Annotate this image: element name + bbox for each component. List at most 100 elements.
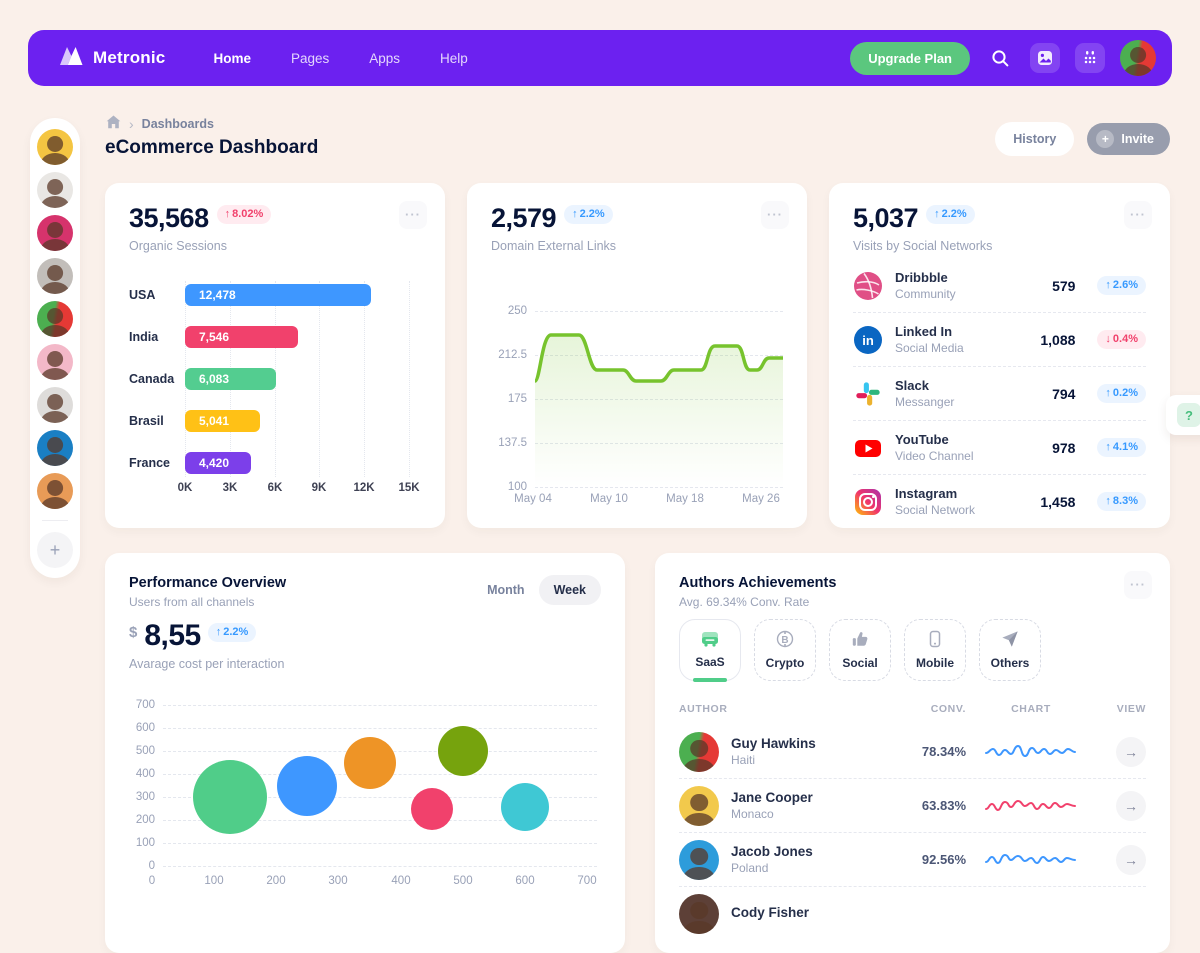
list-item-linkedin[interactable]: in Linked In Social Media 1,088 ↓ 0.4% — [853, 313, 1146, 367]
main-nav: Home Pages Apps Help — [213, 51, 467, 66]
bar-label: Brasil — [129, 414, 164, 428]
social-visits-value: 5,037 — [853, 203, 919, 233]
bubbles — [193, 726, 549, 834]
table-row[interactable]: Jane Cooper Monaco 63.83% → — [679, 779, 1146, 833]
tab-social[interactable]: Social — [829, 619, 891, 681]
view-author-button[interactable]: → — [1116, 736, 1146, 767]
author-avatar — [679, 731, 719, 772]
history-button[interactable]: History — [995, 122, 1075, 156]
y-tick: 200 — [135, 814, 155, 826]
gallery-icon[interactable] — [1030, 43, 1060, 73]
y-tick: 137.5 — [498, 437, 527, 449]
month-toggle-button[interactable]: Month — [477, 575, 534, 605]
table-header: AUTHOR CONV. CHART VIEW — [679, 703, 1146, 715]
x-tick: 500 — [453, 875, 473, 887]
social-networks-card: ··· 5,037 ↑ 2.2% Visits by Social Network… — [829, 183, 1170, 528]
breadcrumb: › Dashboards — [106, 115, 214, 132]
card-menu-button[interactable]: ··· — [399, 201, 427, 229]
upgrade-plan-button[interactable]: Upgrade Plan — [850, 41, 970, 75]
contact-avatar[interactable] — [37, 473, 73, 509]
nav-link-apps[interactable]: Apps — [369, 50, 401, 66]
search-icon[interactable] — [985, 43, 1015, 73]
week-toggle-button[interactable]: Week — [538, 575, 601, 605]
list-item-slack[interactable]: Slack Messanger 794 ↑ 0.2% — [853, 367, 1146, 421]
user-avatar[interactable] — [1120, 40, 1156, 76]
brand-name: Metronic — [93, 48, 166, 67]
tab-saas[interactable]: SaaS — [679, 619, 741, 681]
x-tick: 0 — [148, 875, 156, 887]
contact-avatar[interactable] — [37, 387, 73, 423]
category-tabs: SaaS B Crypto Social — [679, 619, 1041, 681]
x-tick: 200 — [266, 875, 286, 887]
paper-plane-icon — [1001, 630, 1019, 651]
card-menu-button[interactable]: ··· — [1124, 201, 1152, 229]
crypto-icon: B — [776, 630, 794, 651]
delta-badge: ↑ 8.02% — [216, 205, 272, 224]
y-tick: 0 — [148, 860, 155, 872]
mobile-icon — [926, 630, 944, 651]
nav-link-help[interactable]: Help — [440, 50, 468, 66]
delta-badge: ↑ 2.2% — [926, 205, 975, 224]
x-tick: 3K — [222, 482, 238, 494]
contact-avatar[interactable] — [37, 129, 73, 165]
contacts-rail: + — [30, 118, 80, 578]
nav-link-pages[interactable]: Pages — [290, 50, 330, 66]
x-tick: 9K — [311, 482, 327, 494]
list-item-dribbble[interactable]: Dribbble Community 579 ↑ 2.6% — [853, 259, 1146, 313]
list-item-instagram[interactable]: Instagram Social Network 1,458 ↑ 8.3% — [853, 475, 1146, 528]
tab-crypto[interactable]: B Crypto — [754, 619, 816, 681]
home-icon[interactable] — [106, 115, 121, 132]
table-row[interactable]: Cody Fisher — [679, 887, 1146, 940]
author-avatar — [679, 839, 719, 880]
tab-others[interactable]: Others — [979, 619, 1041, 681]
performance-value: 8,55 — [144, 619, 201, 652]
contact-avatar[interactable] — [37, 301, 73, 337]
table-row[interactable]: Guy Hawkins Haiti 78.34% → — [679, 725, 1146, 779]
period-toggle: Month Week — [477, 575, 601, 605]
contact-avatar[interactable] — [37, 258, 73, 294]
delta-badge: ↑ 2.2% — [564, 205, 613, 224]
bar-india[interactable]: 7,546 — [185, 326, 298, 348]
author-avatar — [679, 785, 719, 826]
x-tick: 400 — [391, 875, 411, 887]
calendar-icon[interactable] — [1075, 43, 1105, 73]
col-view: VIEW — [1116, 703, 1146, 715]
x-tick: 12K — [353, 482, 375, 494]
x-tick: May 18 — [666, 493, 704, 505]
card-menu-button[interactable]: ··· — [1124, 571, 1152, 599]
bar-france[interactable]: 4,420 — [185, 452, 251, 474]
nav-link-home[interactable]: Home — [213, 50, 251, 66]
x-tick: 600 — [515, 875, 535, 887]
table-row[interactable]: Jacob Jones Poland 92.56% → — [679, 833, 1146, 887]
brand[interactable]: Metronic — [58, 45, 165, 71]
card-menu-button[interactable]: ··· — [761, 201, 789, 229]
x-tick: 6K — [267, 482, 283, 494]
sparkline-red — [966, 793, 1096, 819]
add-contact-button[interactable]: + — [37, 532, 73, 568]
breadcrumb-item-dashboards[interactable]: Dashboards — [141, 116, 214, 131]
contact-avatar[interactable] — [37, 344, 73, 380]
col-chart: CHART — [1011, 703, 1051, 715]
bar-label: USA — [129, 288, 156, 302]
list-item-youtube[interactable]: YouTube Video Channel 978 ↑ 4.1% — [853, 421, 1146, 475]
y-tick: 100 — [507, 481, 527, 493]
col-conv: CONV. — [930, 703, 966, 715]
help-button[interactable]: ? — [1166, 395, 1200, 435]
tab-mobile[interactable]: Mobile — [904, 619, 966, 681]
bar-usa[interactable]: 12,478 — [185, 284, 371, 306]
authors-title: Authors Achievements — [679, 575, 837, 591]
invite-button[interactable]: + Invite — [1087, 123, 1170, 155]
contact-avatar[interactable] — [37, 430, 73, 466]
contact-avatar[interactable] — [37, 215, 73, 251]
performance-bubble-chart: 700 600 500 400 300 200 100 0 0 100 200 … — [129, 693, 601, 913]
bar-brasil[interactable]: 5,041 — [185, 410, 260, 432]
authors-table: Guy Hawkins Haiti 78.34% → Jane Cooper Mon… — [679, 725, 1146, 940]
contact-avatar[interactable] — [37, 172, 73, 208]
y-tick: 212.5 — [498, 349, 527, 361]
organic-sessions-value: 35,568 — [129, 203, 209, 233]
performance-overview-card: Performance Overview Users from all chan… — [105, 553, 625, 953]
bar-canada[interactable]: 6,083 — [185, 368, 276, 390]
view-author-button[interactable]: → — [1116, 790, 1146, 821]
view-author-button[interactable]: → — [1116, 844, 1146, 875]
organic-sessions-card: ··· 35,568 ↑ 8.02% Organic Sessions USA 1… — [105, 183, 445, 528]
